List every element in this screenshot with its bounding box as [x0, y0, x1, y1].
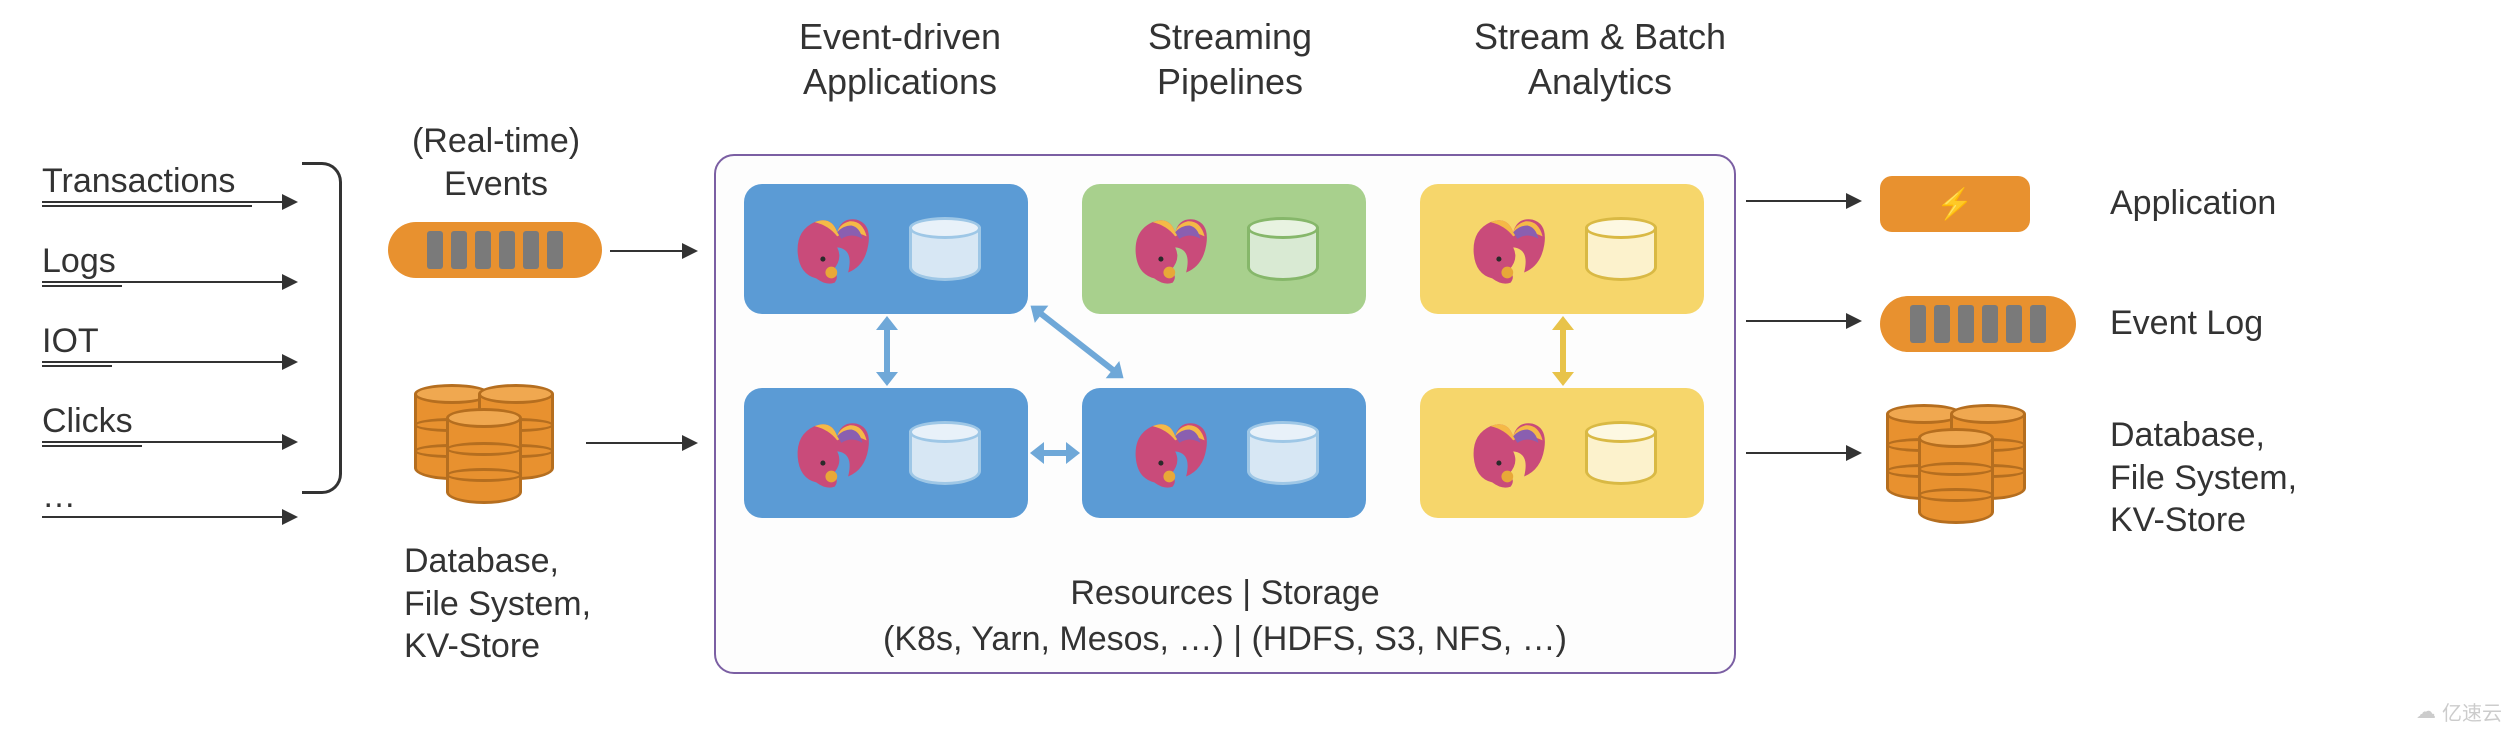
realtime-events-pipe-icon [388, 222, 602, 278]
flink-squirrel-icon [1129, 411, 1213, 495]
proc-box-green-1 [1082, 184, 1366, 314]
source-logs: Logs [42, 240, 122, 287]
source-clicks: Clicks [42, 400, 142, 447]
arrow-out-eventlog [1746, 320, 1860, 322]
flink-squirrel-icon [1467, 411, 1551, 495]
output-application-label: Application [2110, 182, 2276, 225]
header-stream-batch-l1: Stream & Batch [1474, 16, 1726, 57]
realtime-events-line2: Events [444, 165, 548, 203]
state-cylinder-icon [1247, 421, 1319, 485]
header-streaming-l2: Pipelines [1157, 61, 1303, 102]
arrow-ellipsis [42, 516, 296, 518]
source-db-line1: Database, [404, 542, 559, 580]
proc-box-yellow-1 [1420, 184, 1704, 314]
header-streaming-l1: Streaming [1148, 16, 1312, 57]
watermark-icon: ☁ [2416, 699, 2436, 724]
state-cylinder-icon [1247, 217, 1319, 281]
watermark-text: 亿速云 [2442, 697, 2502, 726]
output-eventlog-pipe-icon [1880, 296, 2076, 352]
state-cylinder-icon [1585, 217, 1657, 281]
arrow-realtime-to-main [610, 250, 696, 252]
header-event-driven-l2: Applications [803, 61, 997, 102]
bi-arrow-blue-horiz [1042, 450, 1068, 456]
output-database-l3: KV-Store [2110, 501, 2246, 539]
flink-squirrel-icon [1129, 207, 1213, 291]
proc-box-blue-2 [744, 388, 1028, 518]
arrow-db-to-main [586, 442, 696, 444]
bi-arrow-yellow-vert [1560, 328, 1566, 374]
source-db-line3: KV-Store [404, 627, 540, 665]
state-cylinder-icon [909, 421, 981, 485]
source-transactions: Transactions [42, 160, 252, 207]
lightning-icon: ⚡ [1936, 187, 1973, 222]
arrow-clicks [42, 441, 296, 443]
source-iot: IOT [42, 320, 112, 367]
header-stream-batch-l2: Analytics [1528, 61, 1672, 102]
state-cylinder-icon [1585, 421, 1657, 485]
state-cylinder-icon [909, 217, 981, 281]
main-footer-line2: (K8s, Yarn, Mesos, …) | (HDFS, S3, NFS, … [714, 618, 1736, 661]
sources-bracket [302, 162, 342, 494]
output-database-l2: File System, [2110, 459, 2297, 497]
output-db-stack-icon [1886, 404, 2046, 534]
main-footer-line1: Resources | Storage [714, 572, 1736, 615]
proc-box-blue-3 [1082, 388, 1366, 518]
output-application-icon: ⚡ [1880, 176, 2030, 232]
source-db-stack-icon [414, 384, 574, 514]
arrow-logs [42, 281, 296, 283]
arrow-out-database [1746, 452, 1860, 454]
header-streaming: Streaming Pipelines [1130, 14, 1330, 104]
source-db-line2: File System, [404, 585, 591, 623]
proc-box-yellow-2 [1420, 388, 1704, 518]
header-event-driven: Event-driven Applications [770, 14, 1030, 104]
proc-box-blue-1 [744, 184, 1028, 314]
arrow-transactions [42, 201, 296, 203]
arrow-out-application [1746, 200, 1860, 202]
output-eventlog-label: Event Log [2110, 302, 2263, 345]
flink-squirrel-icon [791, 207, 875, 291]
watermark: ☁ 亿速云 [2416, 697, 2502, 726]
source-ellipsis: … [42, 475, 76, 518]
bi-arrow-blue-vert-1 [884, 328, 890, 374]
flink-squirrel-icon [1467, 207, 1551, 291]
realtime-events-line1: (Real-time) [412, 122, 580, 160]
output-database-label: Database, File System, KV-Store [2110, 414, 2297, 542]
flink-squirrel-icon [791, 411, 875, 495]
header-stream-batch: Stream & Batch Analytics [1460, 14, 1740, 104]
realtime-events-label: (Real-time) Events [396, 120, 596, 205]
source-db-label: Database, File System, KV-Store [404, 540, 591, 668]
output-database-l1: Database, [2110, 416, 2265, 454]
header-event-driven-l1: Event-driven [799, 16, 1001, 57]
arrow-iot [42, 361, 296, 363]
